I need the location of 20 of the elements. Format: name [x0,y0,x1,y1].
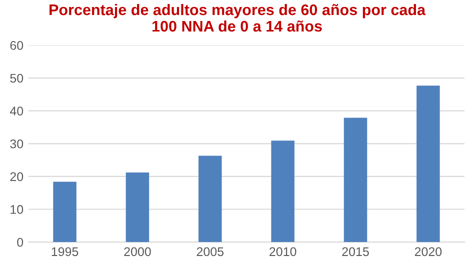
y-tick-label: 60 [10,41,24,50]
x-tick-label: 2010 [270,247,296,256]
y-tick-label: 30 [10,139,24,148]
y-tick-label: 20 [10,172,24,182]
bar [344,118,368,242]
bar [53,182,76,242]
chart-title: Porcentaje de adultos mayores de 60 años por cada 100 NNA de 0 a 14 años [50,4,426,32]
bar [126,172,150,242]
bar [271,140,294,242]
y-tick-label: 50 [10,74,24,83]
y-tick-label: 40 [10,106,24,116]
x-tick-label: 2000 [124,247,151,256]
x-tick-label: 2020 [414,247,442,256]
x-tick-label: 2015 [342,247,369,256]
bar [416,86,440,242]
x-tick-label: 1995 [52,247,78,256]
bar [198,156,222,242]
y-tick-label: 10 [10,205,24,214]
y-tick-label: 0 [17,238,24,247]
x-tick-label: 2005 [196,247,224,256]
